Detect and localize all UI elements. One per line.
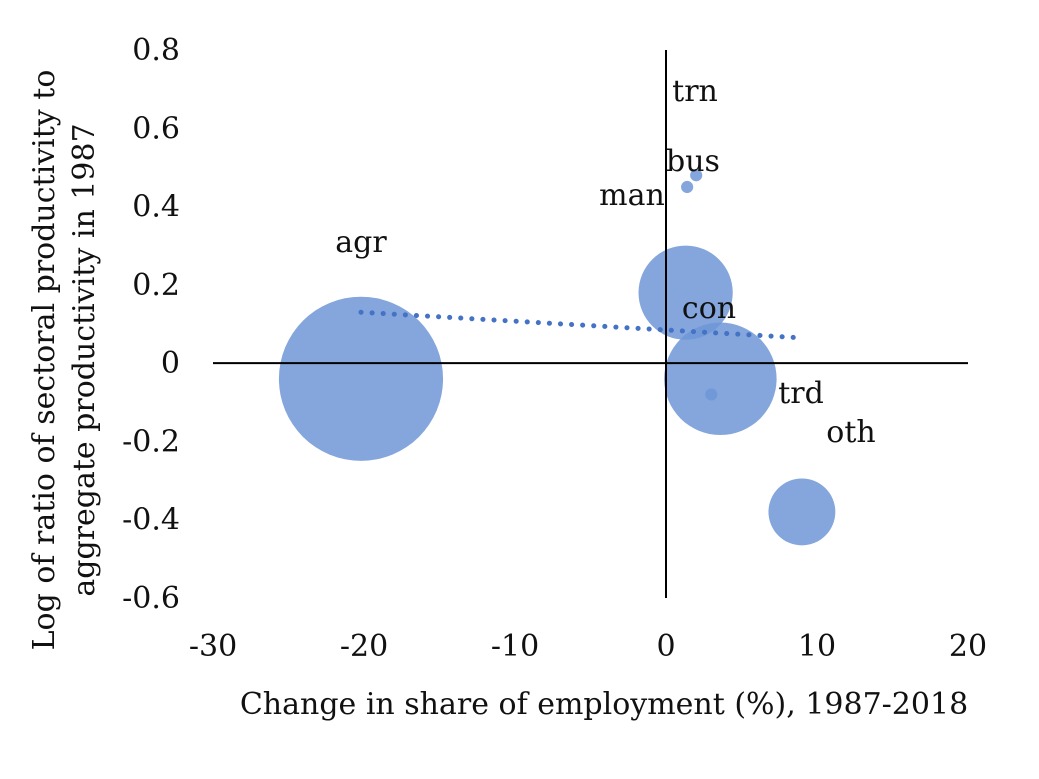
bubble-label-agr: agr: [335, 225, 387, 260]
bubble-label-trn: trn: [672, 74, 718, 109]
x-tick-labels: -30 -20 -10 0 10 20: [189, 629, 987, 664]
y-tick-label: 0.4: [132, 190, 180, 225]
y-tick-label: -0.2: [122, 424, 180, 459]
bubble-bus: [690, 169, 703, 182]
trendline-layer: [358, 309, 802, 341]
x-axis-title: Change in share of employment (%), 1987-…: [240, 687, 968, 722]
bubble-label-trd: trd: [778, 376, 824, 411]
y-tick-label: -0.6: [122, 581, 180, 616]
x-tick-label: 0: [656, 629, 675, 664]
bubble-label-man: man: [599, 178, 665, 213]
y-tick-labels: 0.8 0.6 0.4 0.2 0 -0.2 -0.4 -0.6: [122, 33, 180, 616]
x-tick-label: -10: [491, 629, 539, 664]
bubble-agr: [278, 296, 444, 461]
x-tick-label: 10: [798, 629, 836, 664]
bubble-oth: [768, 478, 836, 546]
bubble-trn: [638, 245, 733, 340]
x-tick-label: -30: [189, 629, 237, 664]
y-tick-label: 0.6: [132, 111, 180, 146]
y-tick-label: 0.2: [132, 268, 180, 303]
x-tick-label: -20: [340, 629, 388, 664]
bubble-label-bus: bus: [666, 144, 720, 179]
y-tick-label: 0: [161, 346, 180, 381]
y-axis-title-line-1: Log of ratio of sectoral productivity to: [27, 70, 62, 651]
bubble-man: [681, 180, 694, 194]
bubble-trd: [664, 322, 777, 436]
axes-layer: [213, 50, 968, 598]
bubble-label-oth: oth: [826, 415, 875, 450]
y-tick-label: 0.8: [132, 33, 180, 68]
y-axis-title: Log of ratio of sectoral productivity to…: [27, 70, 102, 651]
trendline: [358, 309, 802, 341]
y-axis-title-line-2: aggregate productivity in 1987: [67, 123, 102, 596]
bubble-label-con: con: [682, 291, 736, 326]
y-tick-label: -0.4: [122, 503, 180, 538]
x-tick-label: 20: [949, 629, 987, 664]
bubble-layer: [278, 169, 836, 546]
